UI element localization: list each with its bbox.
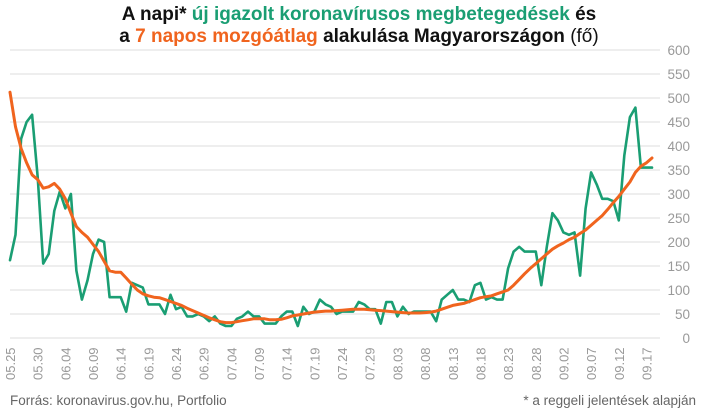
title-text: és xyxy=(575,4,597,25)
x-tick-label: 06.04 xyxy=(58,347,73,380)
y-tick-label: 550 xyxy=(667,67,690,82)
y-tick-label: 350 xyxy=(667,163,690,178)
x-tick-label: 07.14 xyxy=(280,347,295,380)
title-daily-series: új igazolt koronavírusos megbetegedések xyxy=(191,4,570,25)
chart-title: A napi* új igazolt koronavírusos megbete… xyxy=(0,4,718,48)
title-text: alakulása Magyarországon xyxy=(323,26,565,47)
x-tick-label: 08.13 xyxy=(446,347,461,380)
title-text: a xyxy=(119,26,130,47)
title-text: A napi* xyxy=(121,4,187,25)
y-axis-tick-labels: 0 50 100 150 200 250 300 350 400 450 500 550 600 xyxy=(667,43,690,346)
y-tick-label: 100 xyxy=(667,283,690,298)
y-tick-label: 200 xyxy=(667,235,690,250)
x-tick-label: 06.24 xyxy=(169,347,184,380)
x-tick-label: 05.30 xyxy=(31,347,46,380)
y-tick-label: 400 xyxy=(667,139,690,154)
x-tick-label: 06.29 xyxy=(197,347,212,380)
grid-lines xyxy=(10,49,660,339)
x-tick-label: 07.29 xyxy=(363,347,378,380)
y-tick-label: 50 xyxy=(675,307,690,322)
x-axis-tick-labels: 05.25 05.30 06.04 06.09 06.14 06.19 06.24 06.29… xyxy=(3,347,654,380)
x-tick-label: 07.19 xyxy=(307,347,322,380)
source-note: Forrás: koronavirus.gov.hu, Portfolio xyxy=(10,393,227,408)
title-line-1: A napi* új igazolt koronavírusos megbete… xyxy=(0,4,718,26)
y-tick-label: 150 xyxy=(667,259,690,274)
daily-cases-line xyxy=(8,106,654,328)
x-tick-label: 09.02 xyxy=(556,347,571,380)
x-tick-label: 07.09 xyxy=(252,347,267,380)
x-tick-label: 09.12 xyxy=(612,347,627,380)
x-tick-label: 08.23 xyxy=(501,347,516,380)
x-tick-label: 06.19 xyxy=(141,347,156,380)
title-line-2: a 7 napos mozgóátlag alakulása Magyarors… xyxy=(0,26,718,48)
title-unit: (fő) xyxy=(570,26,599,47)
x-tick-label: 07.04 xyxy=(224,347,239,380)
x-tick-label: 06.09 xyxy=(86,347,101,380)
x-tick-label: 08.08 xyxy=(418,347,433,380)
x-tick-label: 05.25 xyxy=(3,347,18,380)
y-tick-label: 500 xyxy=(667,91,690,106)
series-lines xyxy=(8,90,654,328)
y-tick-label: 250 xyxy=(667,211,690,226)
x-tick-label: 08.03 xyxy=(390,347,405,380)
x-tick-label: 06.14 xyxy=(114,347,129,380)
title-average-series: 7 napos mozgóátlag xyxy=(135,26,318,47)
seven-day-average-line xyxy=(8,90,654,325)
x-tick-label: 08.28 xyxy=(529,347,544,380)
y-tick-label: 450 xyxy=(667,115,690,130)
footnote: * a reggeli jelentések alapján xyxy=(523,393,696,408)
x-tick-label: 08.18 xyxy=(473,347,488,380)
x-tick-label: 07.24 xyxy=(335,347,350,380)
y-tick-label: 0 xyxy=(682,331,690,346)
x-tick-label: 09.17 xyxy=(639,347,654,380)
y-tick-label: 600 xyxy=(667,43,690,58)
y-tick-label: 300 xyxy=(667,187,690,202)
x-tick-label: 09.07 xyxy=(584,347,599,380)
